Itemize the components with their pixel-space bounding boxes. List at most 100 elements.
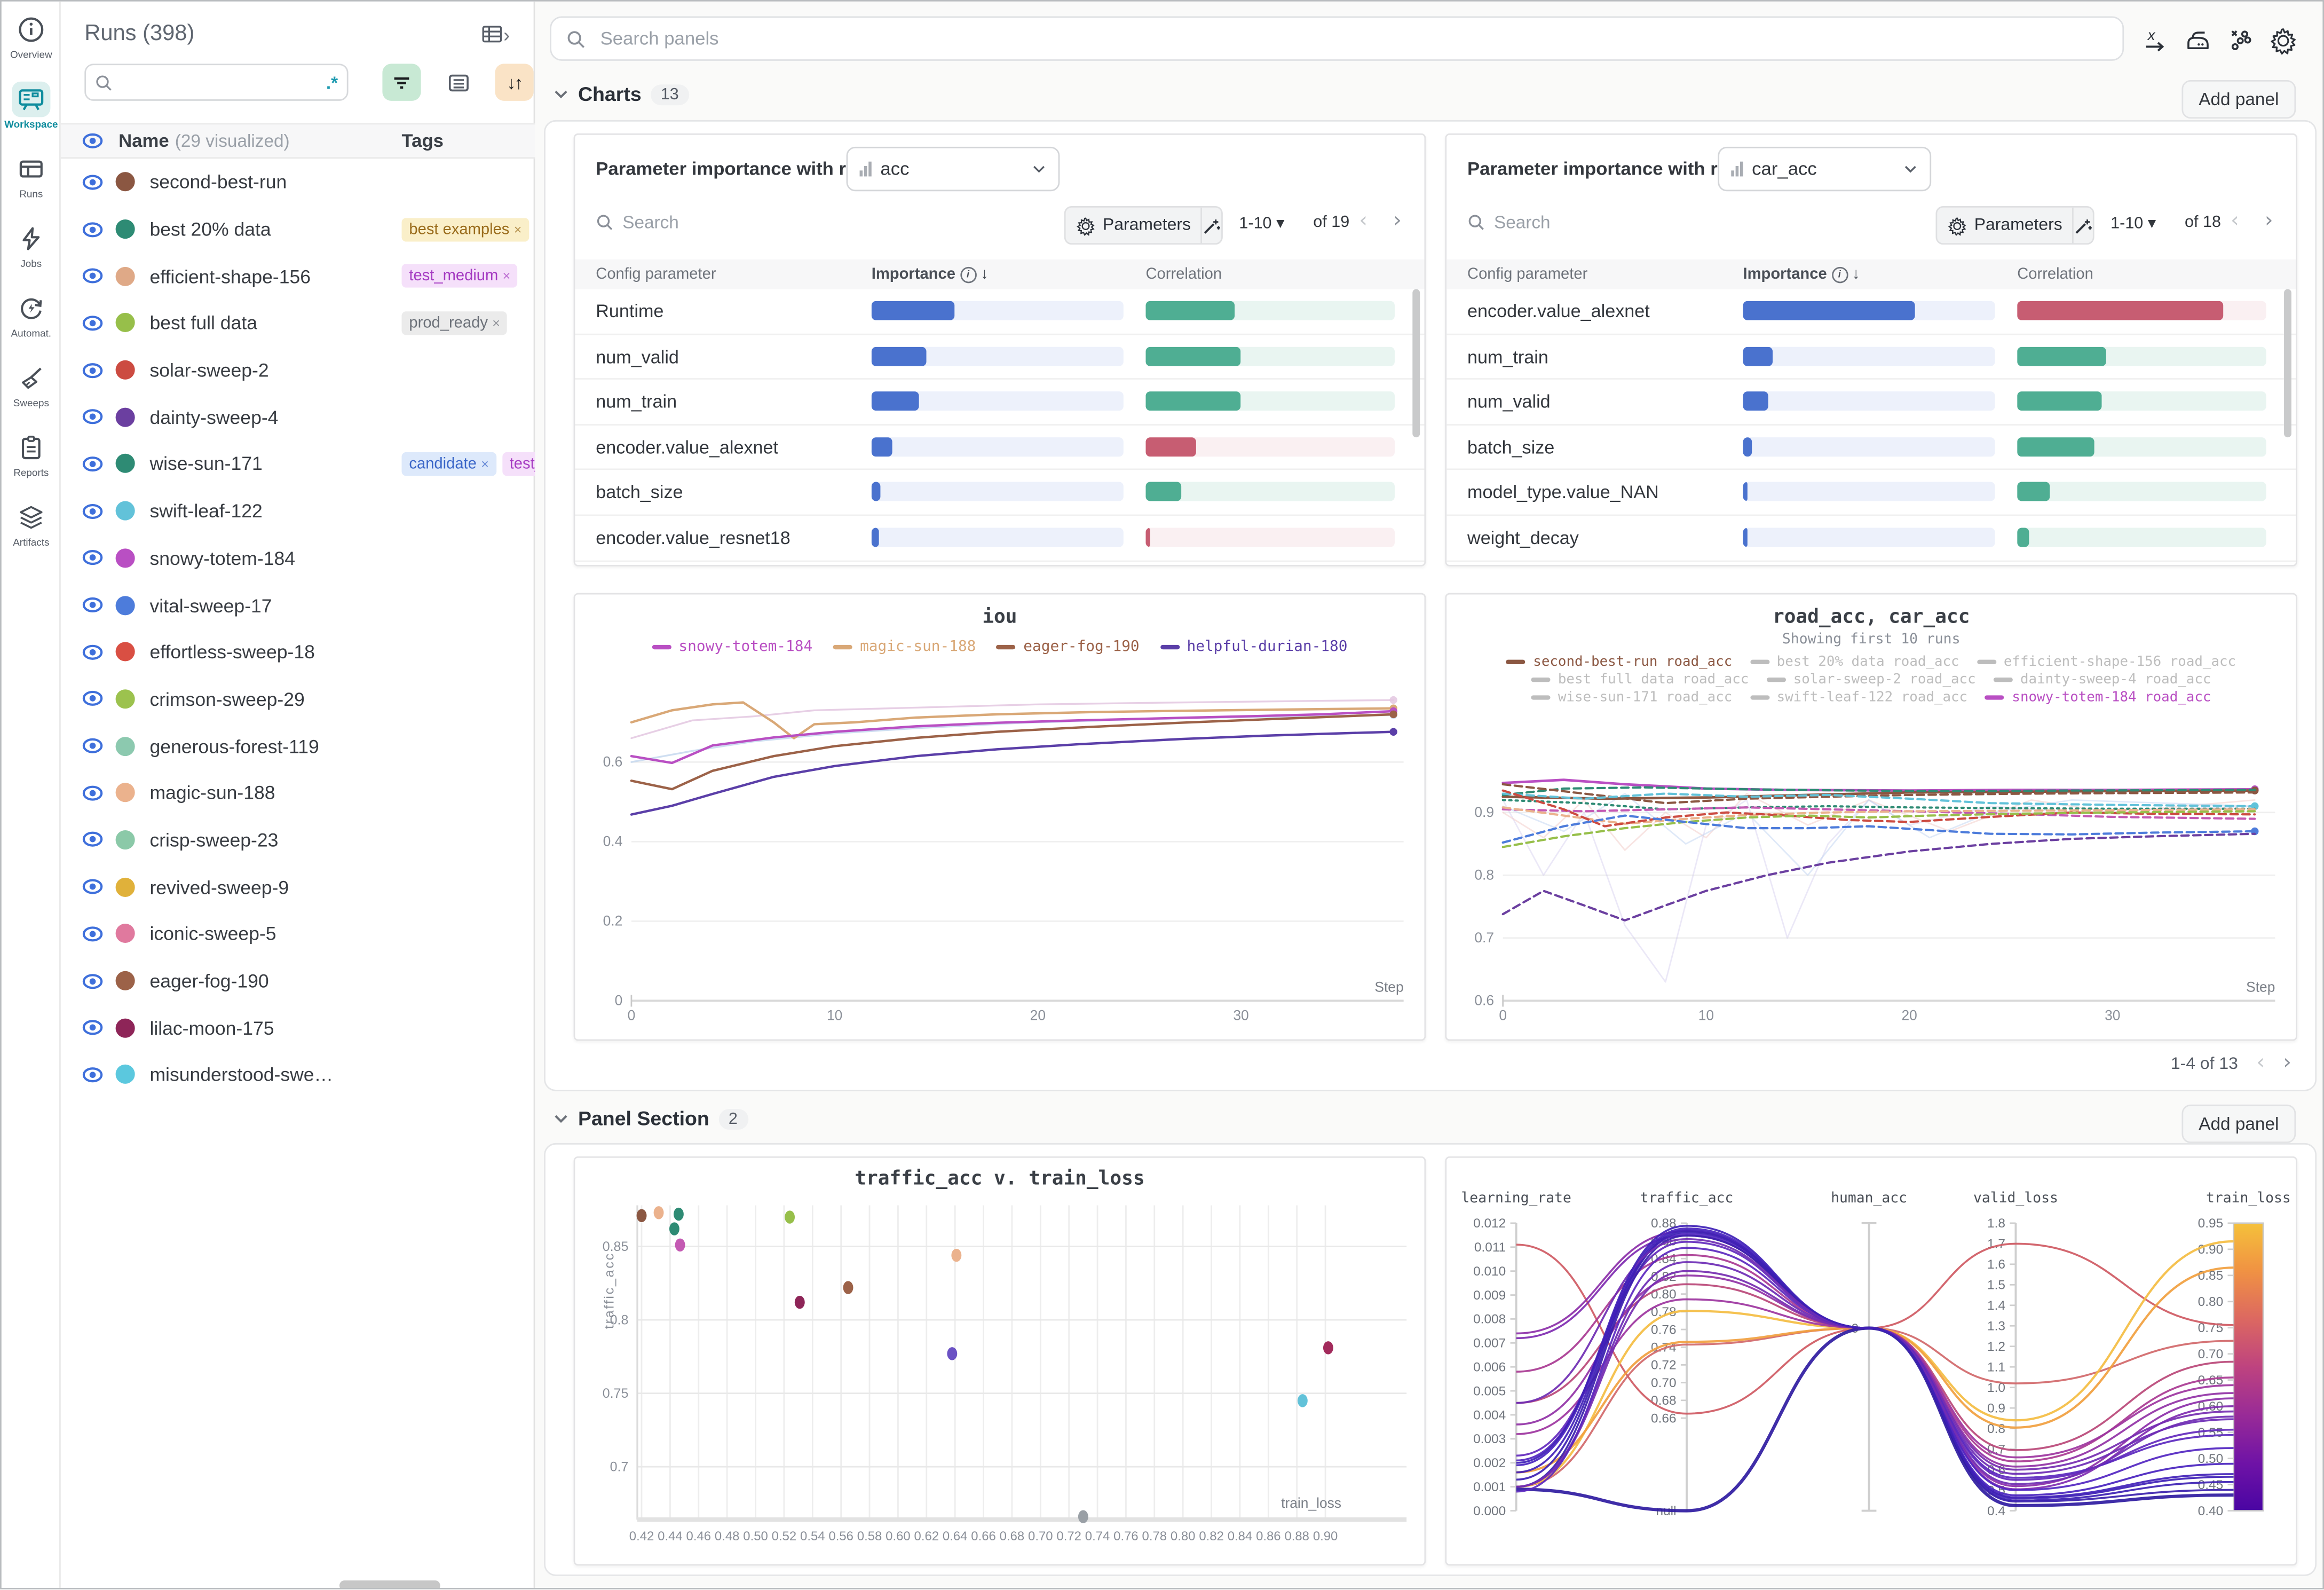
run-name[interactable]: magic-sun-188 xyxy=(149,782,275,804)
run-name[interactable]: solar-sweep-2 xyxy=(149,359,269,381)
iou-chart-panel[interactable]: iou snowy-totem-184 magic-sun-188 eager-fo… xyxy=(573,593,1426,1041)
panel-search-input[interactable] xyxy=(597,26,2108,51)
run-name[interactable]: swift-leaf-122 xyxy=(149,500,263,522)
remove-tag-icon[interactable]: × xyxy=(513,222,522,237)
importance-row[interactable]: num_valid xyxy=(575,334,1425,380)
visibility-eye-icon[interactable] xyxy=(82,736,104,757)
run-row[interactable]: solar-sweep-2 xyxy=(61,347,535,393)
visibility-eye-icon[interactable] xyxy=(82,830,104,851)
run-row[interactable]: magic-sun-188 xyxy=(61,769,535,816)
run-row[interactable]: snowy-totem-184 xyxy=(61,534,535,581)
visibility-eye-icon[interactable] xyxy=(82,783,104,804)
importance-row[interactable]: encoder.value_resnet18 xyxy=(575,516,1425,562)
visibility-eye-icon[interactable] xyxy=(82,266,104,287)
run-row[interactable]: lilac-moon-175 xyxy=(61,1004,535,1051)
run-name[interactable]: lilac-moon-175 xyxy=(149,1017,274,1039)
remove-tag-icon[interactable]: × xyxy=(481,456,489,471)
run-row[interactable]: vital-sweep-17 xyxy=(61,581,535,628)
parameters-button[interactable]: Parameters xyxy=(1064,206,1223,245)
run-row[interactable]: iconic-sweep-5 xyxy=(61,910,535,957)
run-name[interactable]: effortless-sweep-18 xyxy=(149,641,315,663)
run-row[interactable]: second-best-run xyxy=(61,159,535,206)
visibility-eye-icon[interactable] xyxy=(82,219,104,240)
run-name[interactable]: second-best-run xyxy=(149,171,287,193)
run-row[interactable]: best full data prod_ready × xyxy=(61,300,535,347)
sidebar-item-artifacts[interactable]: Artifacts xyxy=(2,489,61,559)
visibility-eye-icon[interactable] xyxy=(82,642,104,663)
run-name[interactable]: vital-sweep-17 xyxy=(149,594,272,616)
run-row[interactable]: swift-leaf-122 xyxy=(61,487,535,534)
add-panel-button[interactable]: Add panel xyxy=(2181,80,2296,119)
run-name[interactable]: snowy-totem-184 xyxy=(149,547,296,569)
run-name[interactable]: eager-fog-190 xyxy=(149,970,269,992)
importance-row[interactable]: Runtime xyxy=(575,289,1425,335)
runs-search-box[interactable]: .* xyxy=(84,64,349,101)
run-name[interactable]: wise-sun-171 xyxy=(149,453,263,475)
sidebar-item-reports[interactable]: Reports xyxy=(2,420,61,490)
importance-row[interactable]: num_train xyxy=(575,380,1425,426)
vertical-scrollbar[interactable] xyxy=(2284,289,2291,438)
x-axis-settings-button[interactable]: x xyxy=(2137,22,2173,58)
importance-row[interactable]: model_type.value_NAN xyxy=(1446,470,2296,516)
horizontal-scrollbar[interactable] xyxy=(339,1580,440,1588)
scatter-chart-panel[interactable]: traffic_acc v. train_loss 0.42 0.44 0.46 0.… xyxy=(573,1156,1426,1566)
importance-row[interactable]: batch_size xyxy=(1446,425,2296,471)
run-row[interactable]: eager-fog-190 xyxy=(61,957,535,1004)
smoothing-button[interactable] xyxy=(2180,22,2216,58)
visibility-eye-icon[interactable] xyxy=(82,548,104,569)
panel-section-title[interactable]: Panel Section xyxy=(578,1107,709,1130)
next-page-chevron[interactable]: › xyxy=(1393,209,1402,233)
iou-line-chart[interactable]: 0.6 0.4 0.2 00 10 20 30 Step xyxy=(575,666,1426,1036)
importance-row[interactable]: encoder.value_alexnet xyxy=(575,425,1425,471)
importance-row[interactable]: weight_decay xyxy=(1446,516,2296,562)
tag-candidate[interactable]: candidate × xyxy=(401,452,496,476)
importance-row[interactable]: num_valid xyxy=(1446,380,2296,426)
runs-search-input[interactable] xyxy=(118,70,326,95)
run-row[interactable]: crisp-sweep-23 xyxy=(61,816,535,863)
tag-test_medium[interactable]: test_medium × xyxy=(401,264,518,288)
sort-desc-icon[interactable]: ↓ xyxy=(1852,265,1860,284)
column-tags[interactable]: Tags xyxy=(401,130,444,152)
importance-row[interactable]: batch_size xyxy=(575,470,1425,516)
parameter-search[interactable]: Search xyxy=(1467,212,1551,233)
collapse-caret-icon[interactable] xyxy=(553,1111,570,1127)
workspace-settings-button[interactable] xyxy=(2265,22,2301,58)
visibility-eye-icon[interactable] xyxy=(82,1017,104,1038)
metric-dropdown[interactable]: acc xyxy=(846,146,1060,192)
metric-dropdown[interactable]: car_acc xyxy=(1718,146,1932,192)
rows-page-selector[interactable]: 1-10 ▾ xyxy=(1239,215,1285,233)
sidebar-item-workspace[interactable]: Workspace xyxy=(2,71,61,141)
importance-row[interactable]: encoder.value_alexnet xyxy=(1446,289,2296,335)
tag-prod_ready[interactable]: prod_ready × xyxy=(401,311,508,335)
run-row[interactable]: dainty-sweep-4 xyxy=(61,393,535,440)
visibility-eye-icon[interactable] xyxy=(82,454,104,475)
visibility-eye-icon[interactable] xyxy=(82,1064,104,1085)
importance-row[interactable]: num_train xyxy=(1446,334,2296,380)
run-name[interactable]: generous-forest-119 xyxy=(149,735,319,757)
run-name[interactable]: crisp-sweep-23 xyxy=(149,829,279,851)
parameters-button[interactable]: Parameters xyxy=(1935,206,2094,245)
column-name[interactable]: Name xyxy=(118,130,169,152)
parallel-coordinates-panel[interactable]: learning_rate traffic_acc human_acc valid_l… xyxy=(1445,1156,2298,1566)
sidebar-item-automat[interactable]: Automat. xyxy=(2,280,61,350)
visibility-eye-icon[interactable] xyxy=(82,501,104,522)
scatter-plot[interactable]: 0.42 0.44 0.46 0.48 0.50 0.52 0.54 0.56 0.58 0.60… xyxy=(575,1197,1426,1564)
remove-tag-icon[interactable]: × xyxy=(502,269,511,284)
run-name[interactable]: best full data xyxy=(149,312,257,334)
runs-table-expand-button[interactable]: › xyxy=(480,22,510,46)
run-row[interactable]: misunderstood-swe… xyxy=(61,1051,535,1098)
sort-desc-icon[interactable]: ↓ xyxy=(981,265,989,284)
collapse-caret-icon[interactable] xyxy=(553,86,570,103)
next-charts-chevron[interactable]: › xyxy=(2283,1051,2291,1075)
prev-page-chevron[interactable]: ‹ xyxy=(2231,209,2239,233)
visibility-eye-icon[interactable] xyxy=(82,360,104,381)
run-name[interactable]: iconic-sweep-5 xyxy=(149,923,276,945)
sidebar-item-runs[interactable]: Runs xyxy=(2,141,61,211)
road-acc-line-chart[interactable]: 0.9 0.8 0.7 0.6 0 10 20 30 Step xyxy=(1446,722,2297,1036)
visibility-eye-icon[interactable] xyxy=(82,595,104,616)
tag-best-examples[interactable]: best examples × xyxy=(401,217,529,241)
visibility-eye-icon[interactable] xyxy=(82,924,104,944)
visibility-eye-icon[interactable] xyxy=(82,313,104,334)
run-name[interactable]: efficient-shape-156 xyxy=(149,265,311,287)
tag-test_medium[interactable]: test_medium xyxy=(502,452,535,476)
